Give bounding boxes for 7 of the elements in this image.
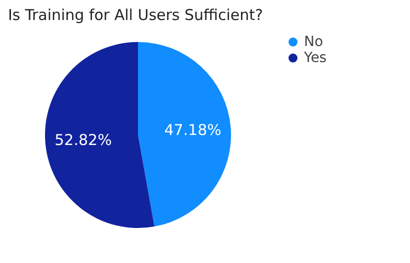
pie-slice bbox=[45, 42, 154, 228]
legend-label: No bbox=[304, 34, 324, 50]
data-label: 52.82% bbox=[54, 130, 112, 149]
chart-title: Is Training for All Users Sufficient? bbox=[8, 6, 264, 24]
pie-slice bbox=[138, 42, 231, 227]
data-label: 47.18% bbox=[164, 121, 222, 140]
legend-label: Yes bbox=[303, 50, 327, 66]
